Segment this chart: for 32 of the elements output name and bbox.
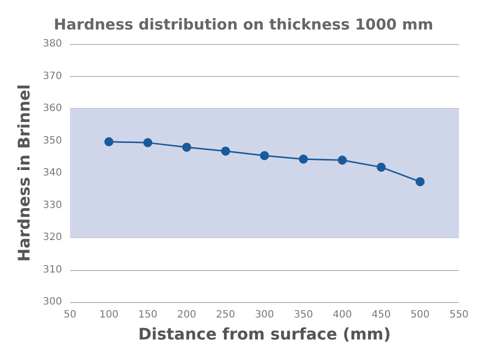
x-tick-label: 50 bbox=[64, 310, 76, 320]
point bbox=[338, 156, 347, 165]
x-tick-label: 150 bbox=[138, 310, 158, 320]
point bbox=[221, 146, 230, 156]
point bbox=[104, 137, 114, 146]
point bbox=[376, 162, 386, 172]
y-tick-label: 310 bbox=[42, 264, 62, 276]
x-tick-label: 400 bbox=[332, 310, 352, 320]
x-tick-label: 450 bbox=[372, 310, 391, 320]
y-tick-label: 300 bbox=[42, 296, 62, 308]
x-tick-label: 100 bbox=[99, 310, 118, 320]
point bbox=[416, 177, 425, 186]
chart-title: Hardness distribution on thickness 1000 mm bbox=[54, 16, 434, 34]
x-tick-label: 550 bbox=[449, 310, 469, 320]
point bbox=[182, 142, 192, 152]
y-axis-title: Hardness in Brinnel bbox=[14, 84, 34, 262]
y-tick-label: 340 bbox=[42, 168, 62, 178]
y-tick-label: 320 bbox=[42, 232, 62, 243]
y-tick-label: 380 bbox=[42, 38, 62, 50]
point bbox=[143, 138, 152, 148]
x-tick-label: 200 bbox=[177, 310, 196, 320]
y-tick-label: 360 bbox=[42, 103, 62, 114]
y-tick-label: 370 bbox=[42, 70, 62, 82]
x-tick-label: 300 bbox=[254, 310, 274, 320]
x-tick-label: 500 bbox=[410, 310, 430, 320]
y-tick-label: 350 bbox=[42, 135, 62, 146]
x-tick-label: 350 bbox=[294, 310, 313, 320]
point bbox=[260, 151, 269, 160]
y-tick-label: 330 bbox=[42, 200, 62, 211]
point bbox=[298, 154, 308, 164]
x-tick-label: 250 bbox=[216, 310, 236, 320]
x-axis-title: Distance from surface (mm) bbox=[138, 324, 391, 344]
